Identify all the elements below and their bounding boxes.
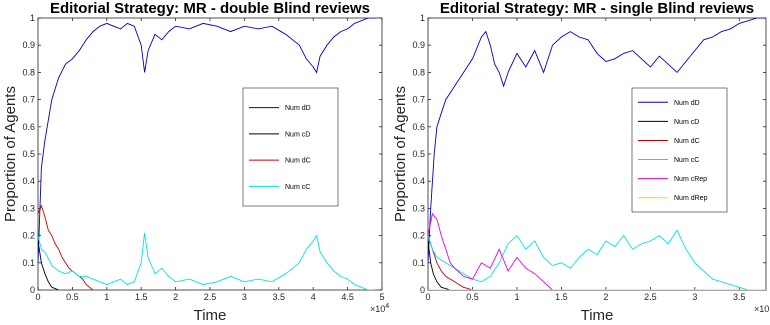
y-tick-label: 0.2 xyxy=(22,231,35,241)
x-tick-label: 4 xyxy=(311,292,316,302)
series-line-num-dc xyxy=(428,235,473,290)
x-tick-label: 0.5 xyxy=(466,292,479,302)
y-tick-label: 0.9 xyxy=(412,40,425,50)
x-tick-label: 2 xyxy=(173,292,178,302)
y-tick-label: 0.4 xyxy=(22,176,35,186)
x-tick-label: 1.5 xyxy=(555,292,568,302)
y-tick-label: 0.1 xyxy=(22,258,35,268)
y-tick-label: 0.7 xyxy=(22,95,35,105)
legend-label: Num cC xyxy=(285,184,310,191)
legend-label: Num cC xyxy=(674,157,699,164)
y-tick-label: 0.7 xyxy=(412,95,425,105)
chart-panel-2: Editorial Strategy: MR - single Blind re… xyxy=(392,0,769,324)
x-exponent-label: ×104 xyxy=(370,303,389,314)
legend: Num dD Num cD Num dC Num cC Num cRep Num dRep xyxy=(631,87,728,213)
x-tick-label: 3.5 xyxy=(733,292,746,302)
y-tick-label: 0.4 xyxy=(412,176,425,186)
y-tick-label: 0.2 xyxy=(412,231,425,241)
y-tick-label: 0.1 xyxy=(412,258,425,268)
legend: Num dD Num cD Num dC Num cC xyxy=(242,87,339,207)
x-tick-label: 0 xyxy=(425,292,430,302)
series-line-num-cd xyxy=(38,240,59,290)
chart-panel-1: Editorial Strategy: MR - double Blind re… xyxy=(2,0,389,324)
y-tick-label: 0.3 xyxy=(22,203,35,213)
y-tick-label: 1 xyxy=(420,13,425,23)
x-exponent-label: ×10 xyxy=(754,304,769,314)
series-line-num-cd xyxy=(428,240,451,290)
x-tick-label: 5 xyxy=(379,292,384,302)
legend-label: Num cD xyxy=(674,119,699,126)
x-tick-label: 1 xyxy=(514,292,519,302)
legend-label: Num cD xyxy=(285,131,310,138)
series-line-num-dc xyxy=(38,204,94,290)
legend-label: Num dC xyxy=(674,138,700,145)
series-line-num-cc xyxy=(428,229,749,290)
y-tick-label: 0 xyxy=(30,285,35,295)
chart-title: Editorial Strategy: MR - double Blind re… xyxy=(50,0,370,17)
legend-label: Num dC xyxy=(285,158,311,165)
x-tick-label: 3.5 xyxy=(273,292,286,302)
series-line-num-cc xyxy=(38,232,376,290)
y-tick-label: 0.5 xyxy=(412,149,425,159)
y-tick-label: 0.6 xyxy=(22,122,35,132)
x-tick-label: 2.5 xyxy=(204,292,217,302)
series-line-num-dd xyxy=(428,18,766,263)
series-line-num-dd xyxy=(38,18,376,263)
y-axis-label: Proportion of Agents xyxy=(2,86,19,222)
y-tick-label: 0.8 xyxy=(412,67,425,77)
x-tick-label: 0.5 xyxy=(66,292,79,302)
y-tick-label: 0.6 xyxy=(412,122,425,132)
chart-title: Editorial Strategy: MR - single Blind re… xyxy=(440,0,754,17)
legend-label: Num dD xyxy=(674,100,700,107)
x-tick-label: 4.5 xyxy=(341,292,354,302)
y-axis-label: Proportion of Agents xyxy=(392,86,409,222)
legend-label: Num dD xyxy=(285,105,311,112)
y-tick-label: 0.5 xyxy=(22,149,35,159)
y-tick-label: 0 xyxy=(420,285,425,295)
x-tick-label: 0 xyxy=(35,292,40,302)
x-tick-label: 1.5 xyxy=(135,292,148,302)
x-tick-label: 3 xyxy=(242,292,247,302)
legend-box xyxy=(631,87,728,213)
x-tick-label: 1 xyxy=(104,292,109,302)
y-tick-label: 1 xyxy=(30,13,35,23)
legend-label: Num dRep xyxy=(674,195,708,202)
x-axis-label: Time xyxy=(194,307,227,324)
x-tick-label: 2.5 xyxy=(644,292,657,302)
series-line-num-crep xyxy=(428,212,553,290)
y-tick-label: 0.9 xyxy=(22,40,35,50)
y-tick-label: 0.3 xyxy=(412,203,425,213)
x-tick-label: 2 xyxy=(603,292,608,302)
y-tick-label: 0.8 xyxy=(22,67,35,77)
legend-label: Num cRep xyxy=(674,176,707,183)
x-tick-label: 3 xyxy=(692,292,697,302)
x-axis-label: Time xyxy=(581,307,614,324)
